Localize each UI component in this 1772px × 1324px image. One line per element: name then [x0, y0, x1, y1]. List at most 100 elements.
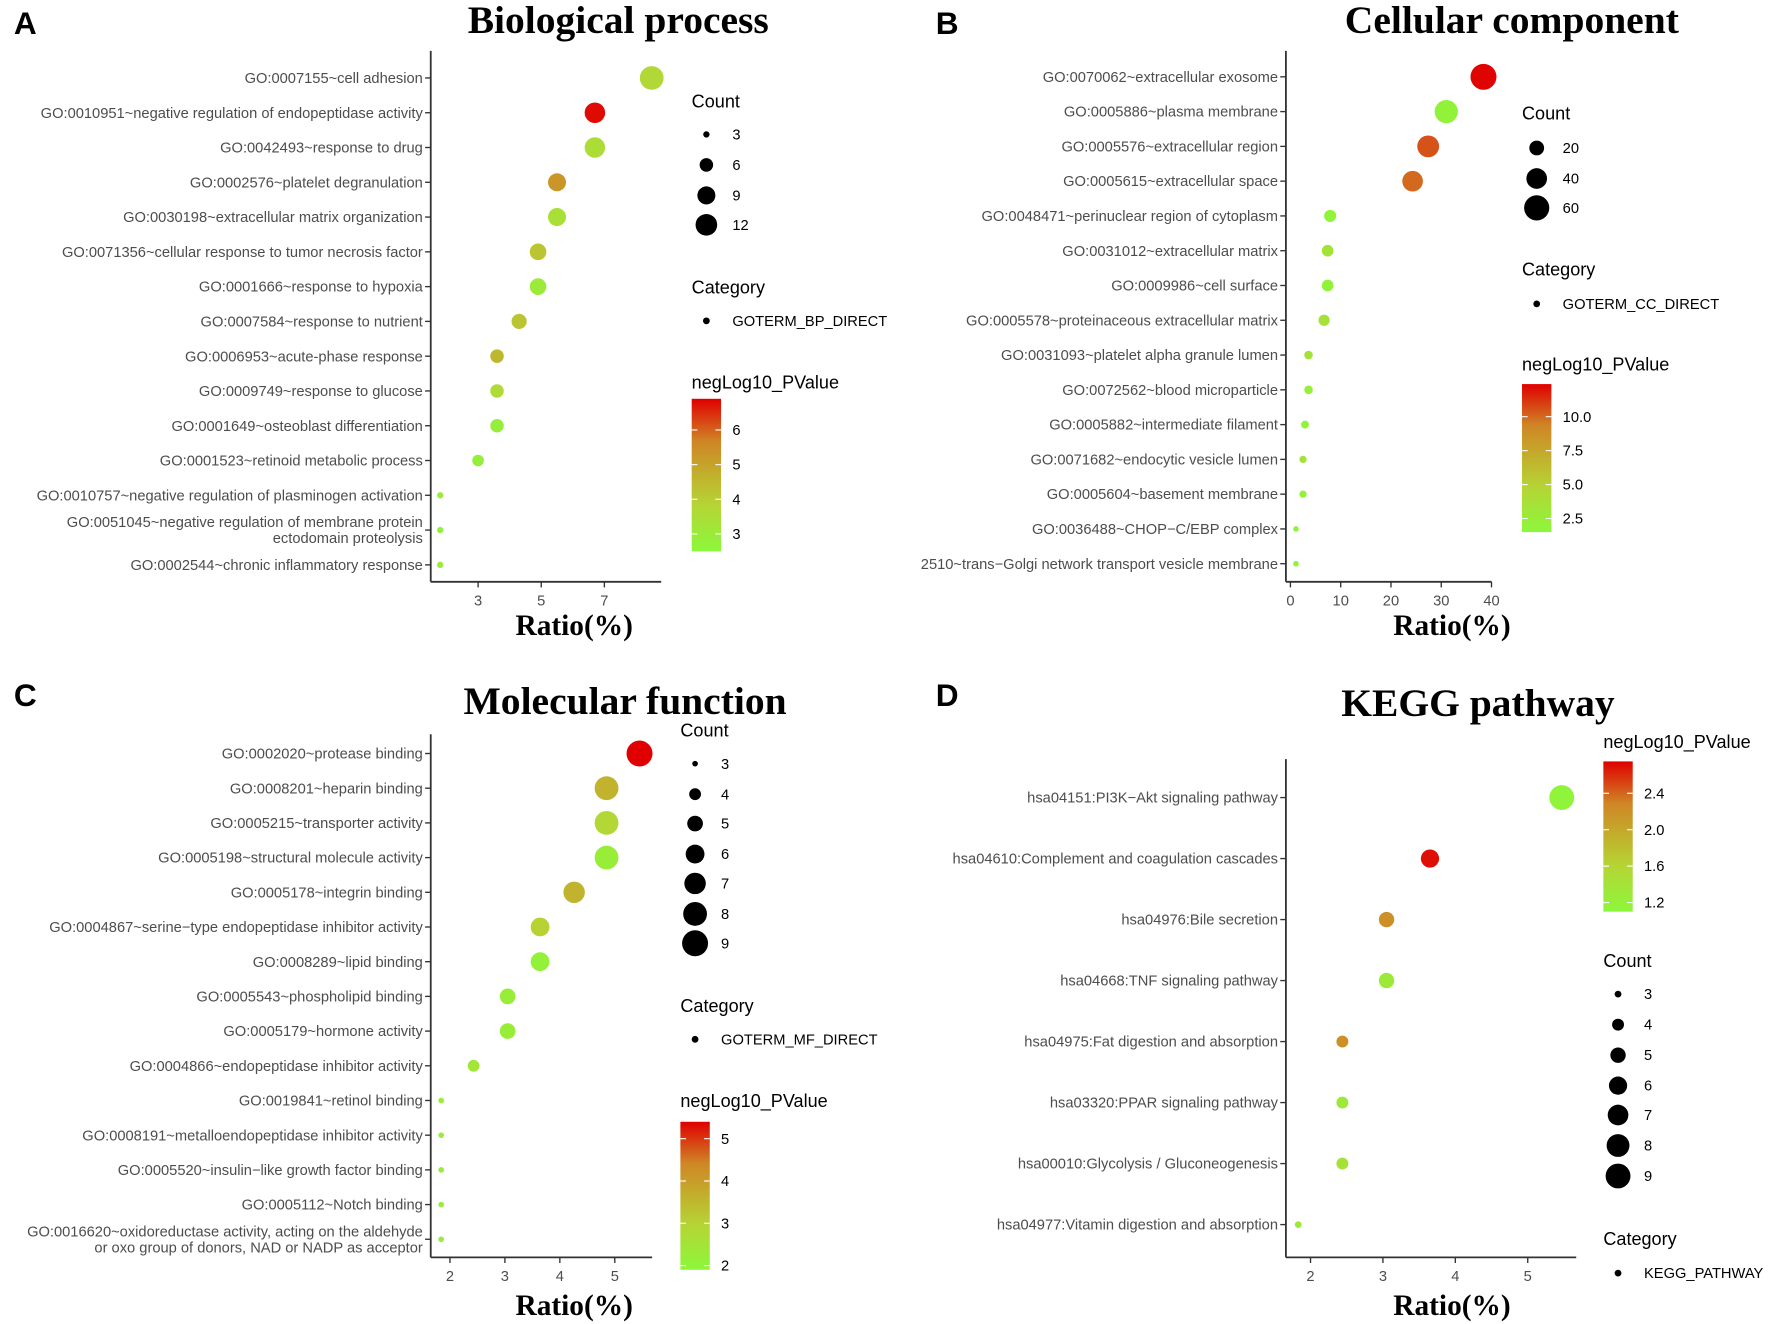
color-bar-label: 2.5 — [1563, 512, 1583, 528]
count-legend-label: 40 — [1563, 172, 1579, 188]
count-legend-label: 6 — [732, 158, 740, 174]
count-legend-label: 5 — [721, 817, 729, 833]
panel-letter: C — [14, 677, 37, 713]
count-legend-label: 4 — [1644, 1018, 1652, 1034]
color-legend-title: negLog10_PValue — [680, 1091, 827, 1112]
count-legend-label: 4 — [721, 787, 729, 803]
data-point — [1299, 490, 1307, 498]
count-legend-label: 8 — [1644, 1139, 1652, 1155]
count-legend-key — [1526, 168, 1548, 189]
count-legend-key — [683, 902, 707, 926]
panel-title: Molecular function — [464, 679, 787, 723]
data-point — [529, 243, 547, 261]
data-point — [1299, 455, 1307, 464]
x-tick-label: 4 — [1451, 1269, 1459, 1285]
y-tick-label: GO:0070062~extracellular exosome — [1043, 70, 1278, 86]
color-legend-title: negLog10_PValue — [1603, 732, 1750, 753]
y-tick-label: GO:0019841~retinol binding — [239, 1094, 423, 1110]
count-legend-label: 8 — [721, 907, 729, 923]
x-tick-label: 2 — [446, 1269, 454, 1285]
count-legend-key — [689, 788, 701, 801]
color-bar-label: 2.0 — [1644, 823, 1664, 839]
data-point — [472, 454, 484, 467]
y-tick-label: GO:0009986~cell surface — [1111, 279, 1278, 295]
y-tick-label: hsa04975:Fat digestion and absorption — [1024, 1035, 1278, 1051]
y-tick-label: GO:0007584~response to nutrient — [201, 314, 423, 330]
color-bar-label: 2.4 — [1644, 786, 1664, 802]
count-legend-key — [685, 844, 705, 864]
count-legend-key — [697, 186, 716, 205]
count-legend-key — [1605, 1163, 1631, 1189]
y-tick-label: GO:0004866~endopeptidase inhibitor activ… — [130, 1059, 424, 1075]
data-point — [1336, 1096, 1349, 1109]
count-legend-key — [1612, 1018, 1624, 1031]
x-tick-label: 3 — [1379, 1269, 1387, 1285]
data-point — [499, 988, 516, 1005]
y-tick-label: GO:0005178~integrin binding — [231, 885, 423, 901]
y-tick-label: hsa04151:PI3K−Akt signaling pathway — [1027, 791, 1278, 807]
data-point — [1434, 99, 1458, 124]
y-tick-label: hsa04610:Complement and coagulation casc… — [953, 852, 1278, 868]
count-legend-label: 5 — [1644, 1048, 1652, 1064]
panel-title: Cellular component — [1345, 0, 1679, 42]
data-point — [1321, 244, 1334, 257]
y-tick-label: GO:0005520~insulin−like growth factor bi… — [118, 1163, 423, 1179]
y-tick-label: GO:0071356~cellular response to tumor ne… — [62, 245, 423, 261]
data-point — [437, 526, 444, 534]
y-tick-label: GO:0008201~heparin binding — [230, 781, 423, 797]
color-bar-label: 1.6 — [1644, 859, 1664, 875]
category-legend-key — [702, 317, 710, 325]
count-legend-key — [682, 930, 709, 957]
y-tick-label: GO:0005198~structural molecule activity — [158, 851, 423, 867]
count-legend-key — [699, 158, 714, 172]
y-tick-label: GO:0005576~extracellular region — [1061, 139, 1278, 155]
data-point — [1293, 560, 1299, 567]
panel-c: C Molecular function 2 3 4 5 Ratio(%) GO:000202… — [14, 677, 878, 1322]
color-bar-label: 6 — [732, 423, 740, 439]
y-tick-label: hsa04976:Bile secretion — [1121, 913, 1278, 929]
data-point — [594, 810, 619, 835]
y-tick-label: GO:0005604~basement membrane — [1047, 487, 1278, 503]
x-tick-label: 30 — [1433, 594, 1449, 610]
count-legend-key — [1529, 140, 1545, 156]
count-legend-label: 6 — [1644, 1079, 1652, 1095]
y-tick-label: GO:0008191~metalloendopeptidase inhibito… — [82, 1128, 423, 1144]
y-tick-label: GO:0031093~platelet alpha granule lumen — [1001, 348, 1278, 364]
panel-letter: A — [14, 5, 37, 41]
y-tick-label: GO:0042493~response to drug — [220, 141, 423, 157]
panel-title: Biological process — [468, 0, 769, 42]
data-point — [437, 492, 444, 499]
y-tick-label: GO:0036488~CHOP−C/EBP complex — [1032, 522, 1279, 538]
data-point — [1293, 526, 1299, 532]
count-legend-key — [703, 131, 710, 138]
data-point — [594, 845, 619, 870]
data-point — [1417, 135, 1440, 158]
x-tick-label: 2 — [1306, 1269, 1314, 1285]
x-tick-label: 5 — [611, 1269, 619, 1285]
y-tick-label: GO:0001666~response to hypoxia — [199, 280, 424, 296]
y-tick-label: GO:0001523~retinoid metabolic process — [160, 454, 423, 470]
count-legend-key — [695, 213, 718, 236]
data-point — [1378, 972, 1395, 989]
y-tick-label: hsa03320:PPAR signaling pathway — [1050, 1096, 1279, 1112]
y-tick-label: hsa00010:Glycolysis / Gluconeogenesis — [1018, 1157, 1278, 1173]
y-tick-label: GO:0010757~negative regulation of plasmi… — [37, 488, 423, 504]
count-legend-label: 6 — [721, 847, 729, 863]
y-tick-label: GO:0005543~phospholipid binding — [196, 989, 422, 1005]
color-bar-label: 1.2 — [1644, 896, 1664, 912]
y-tick-label: GO:0005179~hormone activity — [223, 1024, 423, 1040]
panel-letter: D — [936, 677, 959, 713]
x-tick-label: 3 — [474, 594, 482, 610]
y-tick-label: GO:0001649~osteoblast differentiation — [171, 419, 422, 435]
color-bar-label: 2 — [721, 1259, 729, 1275]
x-tick-label: 3 — [501, 1269, 509, 1285]
color-bar-label: 5 — [721, 1132, 729, 1148]
category-legend-title: Category — [1603, 1229, 1676, 1249]
y-tick-label: GO:0008289~lipid binding — [253, 955, 423, 971]
x-tick-label: 0 — [1286, 594, 1294, 610]
y-tick-label: GO:0002576~platelet degranulation — [190, 175, 423, 191]
x-tick-label: 40 — [1483, 594, 1499, 610]
data-point — [438, 1236, 444, 1243]
x-tick-label: 7 — [600, 594, 608, 610]
count-legend-title: Count — [680, 721, 728, 741]
